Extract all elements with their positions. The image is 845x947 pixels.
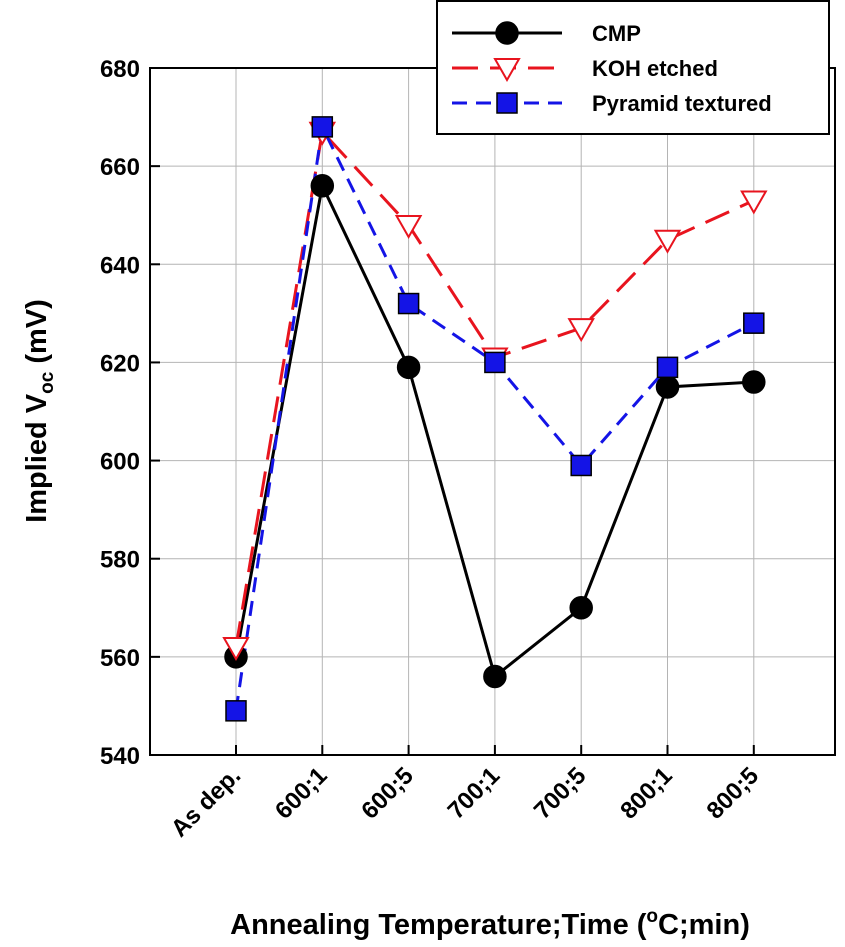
y-tick-label: 660 [100,154,140,181]
legend-label-cmp: CMP [592,21,641,46]
legend-marker-cmp [495,21,519,45]
x-axis-title-main: Annealing Temperature;Time ( [230,909,647,941]
x-axis-title-superscript: o [646,906,658,927]
y-axis-title-subscript: oc [37,371,58,394]
data-point-cmp [310,174,335,198]
data-point-koh-etched [653,229,682,254]
data-point-pyramid-textured [656,356,679,379]
x-tick-label: 600;1 [270,762,333,825]
data-point-cmp [655,375,680,399]
plot-area-frame [149,67,836,756]
data-point-pyramid-textured [743,312,765,334]
data-point-pyramid-textured [397,292,420,315]
data-point-cmp [569,596,593,620]
legend-marker-pyramid-textured [496,92,518,114]
data-point-koh-etched [740,190,768,215]
data-point-cmp [742,370,766,394]
data-point-pyramid-textured [225,700,247,722]
x-axis-title-end: C;min) [658,909,750,941]
grid-lines [150,68,835,755]
legend-marker-koh-etched [493,58,521,83]
series-layer [222,116,768,722]
y-tick-label: 680 [100,56,140,83]
y-tick-label: 640 [100,252,140,279]
y-tick-label: 560 [100,645,140,672]
y-axis-ticks: 540 560 580 600 620 640 660 680 [100,56,160,770]
legend-label-pyramid-textured: Pyramid textured [592,91,772,116]
data-point-koh-etched [394,215,423,240]
x-tick-label: 800;5 [702,762,765,825]
x-tick-label: As dep. [166,762,246,842]
y-tick-label: 600 [100,449,140,476]
data-point-cmp [483,664,507,689]
x-axis-ticks: As dep. 600;1 600;5 700;1 700;5 800;1 800;5 [166,745,764,843]
y-axis-title-unit: (mV) [21,299,53,372]
y-axis-title: Implied Voc (mV) [21,299,58,523]
y-tick-label: 540 [100,743,140,770]
data-point-koh-etched [222,637,250,662]
data-point-cmp [396,355,421,380]
y-tick-label: 580 [100,547,140,574]
legend-label-koh-etched: KOH etched [592,56,718,81]
legend: CMP KOH etched Pyramid textured [436,0,830,135]
x-tick-label: 700;1 [443,762,506,825]
y-axis-title-main: Implied V [21,393,53,523]
x-tick-label: 600;5 [356,762,419,825]
data-point-pyramid-textured [311,116,334,138]
x-tick-label: 800;1 [615,762,678,825]
y-tick-label: 620 [100,350,140,377]
data-point-pyramid-textured [570,454,592,477]
data-point-koh-etched [567,318,595,343]
svg-text:Implied Voc (mV): Implied Voc (mV) [21,299,58,523]
x-axis-title: Annealing Temperature;Time (oC;min) [230,906,750,941]
data-point-pyramid-textured [484,351,506,374]
x-tick-label: 700;5 [529,762,592,825]
